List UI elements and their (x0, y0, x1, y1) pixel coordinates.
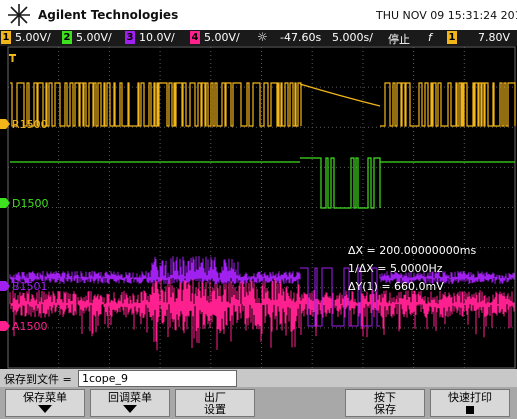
softkey-text: 快速打印 (448, 391, 492, 404)
softkey-text: 回调菜单 (108, 391, 152, 404)
measurement: 1/ΔX = 5.0000Hz (348, 262, 443, 275)
ground-marker (0, 119, 10, 129)
measurement: ΔX = 200.00000000ms (348, 244, 476, 257)
channel-number: 1 (1, 31, 11, 44)
waveform-display: R1500 D1500 B1501 A1500 ΔX = 200.00000000ms 1… (0, 46, 517, 369)
logo (8, 4, 30, 26)
trace-2 (10, 157, 515, 209)
waveform-label: A1500 (12, 320, 48, 333)
ground-marker (0, 321, 10, 331)
acq-icon: ☼ (257, 30, 268, 44)
brand: Agilent Technologies (38, 8, 179, 22)
trace-1 (10, 82, 516, 127)
arrow-icon (123, 405, 137, 413)
datetime: THU NOV 09 15:31:24 2017 (376, 9, 517, 22)
grid-border (7, 46, 516, 369)
trigger-level: 7.80V (478, 31, 511, 44)
softkey[interactable]: 出厂 设置 (175, 389, 255, 417)
softkey[interactable]: 保存菜单 (5, 389, 85, 417)
run-state: 停止 (388, 33, 410, 46)
trigger-channel: 1 (447, 31, 457, 44)
waveform-label: R1500 (12, 118, 48, 131)
softkey-text: 保存 (374, 403, 396, 416)
softkey-text: 按下 (374, 391, 396, 404)
softkey[interactable]: 回调菜单 (90, 389, 170, 417)
ground-marker (0, 281, 10, 291)
ground-marker (0, 198, 10, 208)
trigger-slope: f (428, 31, 432, 44)
header: Agilent Technologies THU NOV 09 15:31:24… (0, 0, 517, 30)
time-offset: -47.60s (280, 31, 322, 44)
softkey-text: 出厂 (204, 391, 226, 404)
channel-scale: 5.00V/ (15, 31, 51, 44)
file-label: 保存到文件 = (4, 373, 72, 386)
time-scale: 5.000s/ (332, 31, 373, 44)
softkey[interactable]: 快速打印 (430, 389, 510, 417)
softkey-text: 设置 (204, 403, 226, 416)
file-bar: 保存到文件 = 1cope_9 (0, 369, 517, 387)
softkey[interactable]: 按下 保存 (345, 389, 425, 417)
channel-scale: 10.0V/ (139, 31, 175, 44)
trace-3 (9, 256, 515, 327)
status-bar: 1 5.00V/2 5.00V/3 10.0V/4 5.00V/ ☼ -47.60s 5.00… (0, 30, 517, 46)
softkey-text: 保存菜单 (23, 391, 67, 404)
measurement: ΔY(1) = 660.0mV (348, 280, 444, 293)
channel-scale: 5.00V/ (76, 31, 112, 44)
trace-4 (9, 276, 515, 351)
channel-scale: 5.00V/ (204, 31, 240, 44)
arrow-icon (38, 405, 52, 413)
waveform-label: B1501 (12, 280, 48, 293)
trigger-marker (9, 54, 16, 62)
channel-number: 3 (125, 31, 135, 44)
filename[interactable]: 1cope_9 (78, 370, 237, 387)
stop-icon (466, 406, 474, 414)
waveform-label: D1500 (12, 197, 48, 210)
softkey-bar: 保存菜单 回调菜单 出厂 设置 按下 保存 快速打印 (0, 387, 517, 419)
channel-number: 2 (62, 31, 72, 44)
channel-number: 4 (190, 31, 200, 44)
